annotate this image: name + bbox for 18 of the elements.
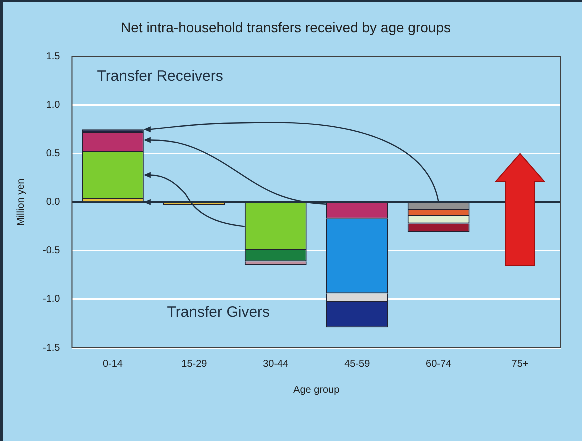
x-axis-title: Age group [294,384,340,396]
y-tick-label: 1.0 [46,100,61,112]
x-tick-label: 75+ [512,358,529,370]
x-tick-label: 15-29 [182,358,208,370]
annotation: Transfer Givers [167,304,270,322]
x-tick-label: 45-59 [344,358,371,370]
x-tick-label: 0-14 [102,358,124,370]
y-axis-title: Million yen [16,178,27,226]
annotation: Transfer Receivers [97,68,224,85]
y-tick-label: -1.0 [42,294,61,306]
x-tick-label: 30-44 [263,358,290,370]
y-tick-label: 1.5 [46,52,61,63]
y-tick-label: 0.5 [46,148,61,160]
chart-title: Net intra-household transfers received by age groups [121,19,451,36]
x-tick-label: 60-74 [426,358,452,370]
y-tick-label: -1.5 [42,342,61,354]
y-tick-label: -0.5 [42,246,61,257]
y-tick-label: 0.0 [46,197,61,208]
